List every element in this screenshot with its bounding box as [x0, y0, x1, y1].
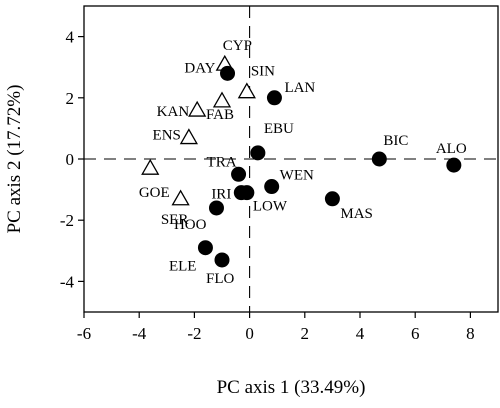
y-tick-label: 2 — [66, 89, 75, 108]
triangle-marker-ser — [171, 189, 190, 206]
point-label-flo: FLO — [206, 271, 235, 287]
x-tick-label: 0 — [245, 324, 254, 343]
circle-marker-ebu — [250, 145, 266, 161]
point-label-cyp: CYP — [223, 38, 252, 54]
x-tick-label: -2 — [187, 324, 201, 343]
point-label-kan: KAN — [157, 104, 190, 120]
point-label-bic: BIC — [383, 133, 408, 149]
y-tick-label: -2 — [60, 211, 74, 230]
circle-marker-bic — [371, 151, 387, 167]
point-label-sin: SIN — [251, 64, 275, 80]
circle-marker-flo — [214, 252, 230, 268]
circle-marker-tra — [231, 166, 247, 182]
point-label-mas: MAS — [340, 206, 373, 222]
point-label-tra: TRA — [207, 154, 237, 170]
x-tick-label: 4 — [356, 324, 365, 343]
x-tick-label: 2 — [301, 324, 310, 343]
circle-marker-hoo — [208, 200, 224, 216]
point-label-day: DAY — [184, 60, 215, 76]
x-axis-title: PC axis 1 (33.49%) — [217, 377, 366, 398]
x-tick-label: 8 — [466, 324, 475, 343]
circle-marker-low — [239, 185, 255, 201]
y-tick-label: 0 — [66, 150, 75, 169]
circle-marker-alo — [446, 157, 462, 173]
y-axis-title: PC axis 2 (17.72%) — [4, 85, 25, 234]
y-tick-label: 4 — [66, 28, 75, 47]
circle-marker-day — [220, 65, 236, 81]
circle-marker-lan — [266, 90, 282, 106]
point-label-lan: LAN — [284, 80, 315, 96]
point-label-fab: FAB — [206, 107, 234, 123]
x-tick-label: -6 — [77, 324, 91, 343]
triangle-marker-sin — [237, 82, 256, 99]
axis-ticks: -6 -4 -2 0 2 4 6 8 -4 -2 0 2 4 — [60, 28, 475, 343]
point-labels: CYP SIN FAB KAN ENS GOE SER DAY LAN EBU BIC ALO TRA I… — [139, 38, 467, 287]
point-label-ele: ELE — [169, 259, 197, 275]
circle-marker-ele — [197, 240, 213, 256]
triangle-marker-goe — [141, 158, 160, 175]
x-tick-label: 6 — [411, 324, 420, 343]
triangle-marker-kan — [188, 100, 207, 117]
y-tick-label: -4 — [60, 272, 75, 291]
point-label-ens: ENS — [153, 128, 181, 144]
circle-marker-mas — [324, 191, 340, 207]
point-label-low: LOW — [253, 199, 288, 215]
x-tick-label: -4 — [132, 324, 147, 343]
point-label-hoo: HOO — [174, 217, 207, 233]
triangle-marker-fab — [212, 91, 232, 108]
data-points — [141, 54, 462, 268]
point-label-iri: IRI — [211, 187, 231, 203]
point-label-alo: ALO — [436, 141, 467, 157]
point-label-wen: WEN — [280, 168, 314, 184]
zero-reference-lines — [84, 6, 498, 312]
point-label-goe: GOE — [139, 185, 170, 201]
point-label-ebu: EBU — [264, 121, 294, 137]
circle-marker-wen — [264, 179, 280, 195]
triangle-marker-ens — [179, 128, 199, 145]
point-label-ser: SER — [161, 212, 189, 228]
